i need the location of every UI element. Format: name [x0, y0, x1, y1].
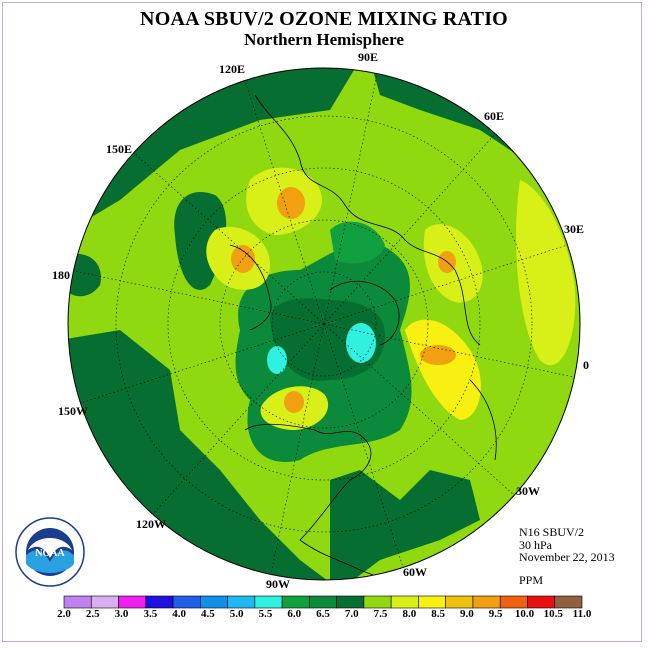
colorbar-swatch [527, 595, 556, 609]
colorbar-swatch [499, 595, 528, 609]
noaa-logo-text: NOAA [35, 548, 65, 559]
units-label: PPM [519, 573, 544, 587]
meridian-line [323, 323, 515, 496]
colorbar-swatch [145, 595, 174, 609]
colorbar-swatch [90, 595, 119, 609]
dark-green-southeast [330, 470, 480, 580]
colorbar [63, 595, 583, 609]
lon-label-90e: 90E [358, 50, 379, 64]
colorbar-tick-label: 8.0 [402, 608, 417, 620]
low-ozone-cyan-west [267, 346, 287, 374]
lon-label-120e: 120E [219, 62, 246, 76]
colorbar-tick-label: 9.0 [460, 608, 474, 620]
colorbar-swatch [200, 595, 228, 609]
colorbar-tick-label: 5.0 [229, 608, 244, 620]
noaa-logo: NOAA [15, 517, 85, 587]
lon-label-30w: 30W [516, 484, 540, 498]
level-label: 30 hPa [519, 538, 552, 552]
colorbar-tick-label: 8.5 [431, 608, 445, 620]
colorbar-swatch [554, 595, 583, 609]
figure-frame [2, 2, 642, 642]
colorbar-swatch [309, 595, 337, 609]
colorbar-tick-label: 4.5 [201, 608, 215, 620]
colorbar-swatch [63, 595, 92, 609]
colorbar-swatch [336, 595, 365, 609]
lon-label-120w: 120W [136, 517, 166, 531]
colorbar-tick-label: 7.5 [373, 608, 388, 620]
meridian-line [323, 133, 496, 325]
meridian-line [152, 323, 325, 515]
lon-label-60w: 60W [403, 565, 427, 579]
colorbar-tick-label: 11.0 [572, 608, 592, 620]
colorbar-tick-label: 6.0 [287, 608, 302, 620]
max-ozone-europe [420, 345, 456, 365]
map-title: NOAA SBUV/2 OZONE MIXING RATIO [140, 8, 508, 30]
lon-label-150e: 150E [106, 142, 133, 156]
colorbar-swatch [172, 595, 201, 609]
colorbar-swatch [418, 595, 446, 609]
meridian-line [323, 244, 568, 325]
meridian-line [133, 152, 325, 325]
ozone-field [68, 68, 580, 580]
colorbar-swatch [254, 595, 283, 609]
colorbar-tick-label: 10.5 [543, 608, 563, 620]
lon-label-150w: 150W [58, 404, 88, 418]
colorbar-swatch [118, 595, 147, 609]
lon-label-90w: 90W [266, 577, 290, 591]
graticule [115, 115, 533, 533]
lon-label-60e: 60E [484, 109, 505, 123]
colorbar-tick-label: 5.5 [258, 608, 273, 620]
meridian-line [323, 323, 575, 378]
colorbar-tick-label: 9.5 [488, 608, 503, 620]
colorbar-swatch [445, 595, 474, 609]
colorbar-tick-label: 3.5 [143, 608, 158, 620]
colorbar-tick-label: 2.5 [85, 608, 100, 620]
colorbar-tick-label: 6.5 [316, 608, 330, 620]
meridians [73, 73, 575, 575]
meridian-line [80, 323, 325, 404]
meridian-line [323, 323, 404, 568]
meridian-line [244, 80, 325, 325]
vortex-lobe-east [330, 221, 385, 264]
colorbar-swatch [227, 595, 256, 609]
date-label: November 22, 2013 [519, 550, 615, 564]
colorbar-swatch [363, 595, 392, 609]
low-ozone-cyan-east [346, 323, 376, 363]
lon-label-0: 0 [583, 358, 589, 372]
high-ozone-europe [405, 319, 481, 420]
map-boundary [67, 67, 581, 581]
colorbar-tick-label: 7.0 [344, 608, 359, 620]
colorbar-tick-label: 3.0 [114, 608, 129, 620]
map-subtitle: Northern Hemisphere [244, 30, 404, 49]
colorbar-tick-label: 10.0 [514, 608, 535, 620]
colorbar-swatch [472, 595, 501, 609]
max-ozone-siberia [277, 187, 305, 219]
colorbar-swatch [281, 595, 310, 609]
satellite-label: N16 SBUV/2 [519, 525, 585, 539]
lon-label-180: 180 [52, 268, 70, 282]
colorbar-tick-label: 2.0 [57, 608, 71, 620]
meridian-line [323, 73, 378, 325]
lon-label-30e: 30E [564, 222, 585, 236]
colorbar-tick-label: 4.0 [172, 608, 186, 620]
meridian-line [73, 270, 325, 325]
max-ozone-canada [284, 391, 304, 413]
yellow-band-east [516, 180, 576, 366]
meridian-line [270, 323, 325, 575]
colorbar-swatch [390, 595, 419, 609]
